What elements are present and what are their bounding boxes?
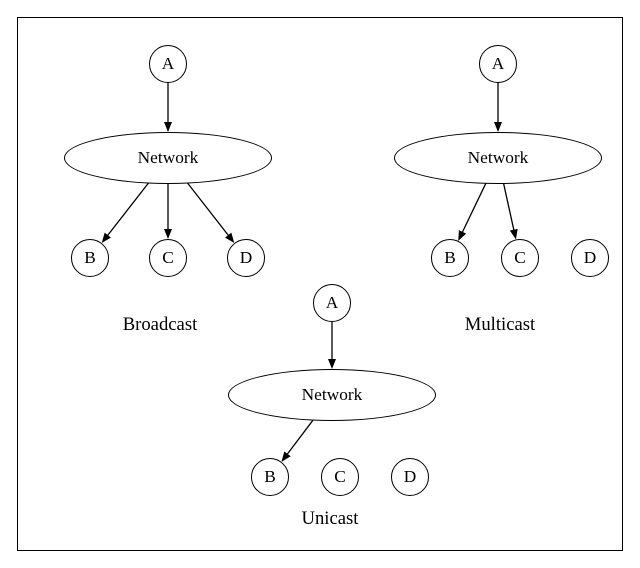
unicast-caption: Unicast xyxy=(270,508,390,530)
node-label: A xyxy=(326,293,339,313)
node-label: B xyxy=(444,248,456,268)
broadcast-target-b: B xyxy=(71,239,109,277)
node-label: D xyxy=(584,248,597,268)
broadcast-network-node: Network xyxy=(64,132,272,184)
node-label: C xyxy=(334,467,346,487)
broadcast-caption: Broadcast xyxy=(100,314,220,336)
multicast-target-d: D xyxy=(571,239,609,277)
node-label: D xyxy=(404,467,417,487)
broadcast-target-c: C xyxy=(149,239,187,277)
multicast-caption: Multicast xyxy=(440,314,560,336)
node-label: D xyxy=(240,248,253,268)
node-label: Network xyxy=(468,148,529,168)
unicast-source-node: A xyxy=(313,284,351,322)
multicast-network-node: Network xyxy=(394,132,602,184)
node-label: B xyxy=(84,248,96,268)
multicast-target-b: B xyxy=(431,239,469,277)
multicast-target-c: C xyxy=(501,239,539,277)
node-label: C xyxy=(162,248,174,268)
node-label: Network xyxy=(138,148,199,168)
broadcast-source-node: A xyxy=(149,45,187,83)
node-label: Network xyxy=(302,385,363,405)
node-label: B xyxy=(264,467,276,487)
node-label: A xyxy=(162,54,175,74)
unicast-target-d: D xyxy=(391,458,429,496)
unicast-target-b: B xyxy=(251,458,289,496)
broadcast-target-d: D xyxy=(227,239,265,277)
node-label: A xyxy=(492,54,505,74)
diagram-canvas: A Network B C D Broadcast A Network B C … xyxy=(0,0,640,568)
unicast-target-c: C xyxy=(321,458,359,496)
diagram-frame xyxy=(17,17,623,551)
node-label: C xyxy=(514,248,526,268)
multicast-source-node: A xyxy=(479,45,517,83)
unicast-network-node: Network xyxy=(228,369,436,421)
